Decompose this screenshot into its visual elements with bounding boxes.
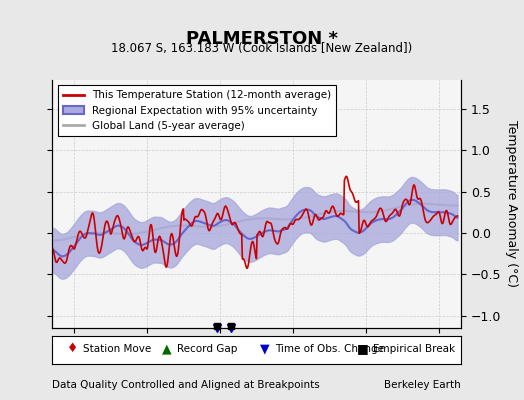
Global Land (5-year average)	[101, 230, 107, 235]
Regional Expectation with 95% uncertainty	[409, 197, 415, 202]
Regional Expectation with 95% uncertainty	[102, 231, 108, 236]
This Temperature Station (12-month average)	[343, 174, 350, 179]
This Temperature Station (12-month average)	[454, 214, 461, 218]
Text: ♦: ♦	[67, 342, 79, 355]
This Temperature Station (12-month average)	[49, 245, 56, 250]
Legend: This Temperature Station (12-month average), Regional Expectation with 95% uncer: This Temperature Station (12-month avera…	[58, 85, 336, 136]
This Temperature Station (12-month average)	[60, 259, 66, 264]
This Temperature Station (12-month average)	[209, 223, 215, 228]
Text: ▲: ▲	[162, 342, 172, 355]
Global Land (5-year average)	[454, 203, 460, 208]
Global Land (5-year average)	[420, 201, 426, 206]
Global Land (5-year average)	[209, 224, 215, 229]
This Temperature Station (12-month average)	[289, 222, 295, 227]
Text: 18.067 S, 163.183 W (Cook Islands [New Zealand]): 18.067 S, 163.183 W (Cook Islands [New Z…	[112, 42, 412, 55]
This Temperature Station (12-month average)	[244, 266, 250, 271]
Regional Expectation with 95% uncertainty	[49, 248, 56, 252]
Global Land (5-year average)	[454, 203, 461, 208]
Regional Expectation with 95% uncertainty	[149, 238, 156, 242]
Line: Global Land (5-year average): Global Land (5-year average)	[52, 204, 457, 240]
This Temperature Station (12-month average)	[138, 243, 144, 248]
Y-axis label: Temperature Anomaly (°C): Temperature Anomaly (°C)	[505, 120, 518, 288]
Text: Station Move: Station Move	[83, 344, 151, 354]
This Temperature Station (12-month average)	[149, 226, 155, 230]
Regional Expectation with 95% uncertainty	[59, 254, 66, 259]
This Temperature Station (12-month average)	[101, 228, 107, 233]
Global Land (5-year average)	[60, 237, 66, 242]
Text: Time of Obs. Change: Time of Obs. Change	[275, 344, 384, 354]
Global Land (5-year average)	[149, 228, 155, 233]
Text: PALMERSTON *: PALMERSTON *	[186, 30, 338, 48]
Regional Expectation with 95% uncertainty	[138, 242, 145, 247]
Regional Expectation with 95% uncertainty	[289, 218, 295, 223]
Text: Empirical Break: Empirical Break	[373, 344, 455, 354]
Text: ▼: ▼	[260, 342, 270, 355]
Text: Berkeley Earth: Berkeley Earth	[385, 380, 461, 390]
Regional Expectation with 95% uncertainty	[60, 254, 67, 259]
Text: Data Quality Controlled and Aligned at Breakpoints: Data Quality Controlled and Aligned at B…	[52, 380, 320, 390]
Global Land (5-year average)	[288, 217, 294, 222]
Regional Expectation with 95% uncertainty	[454, 215, 461, 220]
Regional Expectation with 95% uncertainty	[209, 224, 215, 228]
Text: Record Gap: Record Gap	[177, 344, 237, 354]
Global Land (5-year average)	[49, 238, 56, 243]
Line: Regional Expectation with 95% uncertainty: Regional Expectation with 95% uncertaint…	[52, 200, 457, 256]
Text: ■: ■	[357, 342, 369, 355]
Line: This Temperature Station (12-month average): This Temperature Station (12-month avera…	[52, 176, 457, 268]
